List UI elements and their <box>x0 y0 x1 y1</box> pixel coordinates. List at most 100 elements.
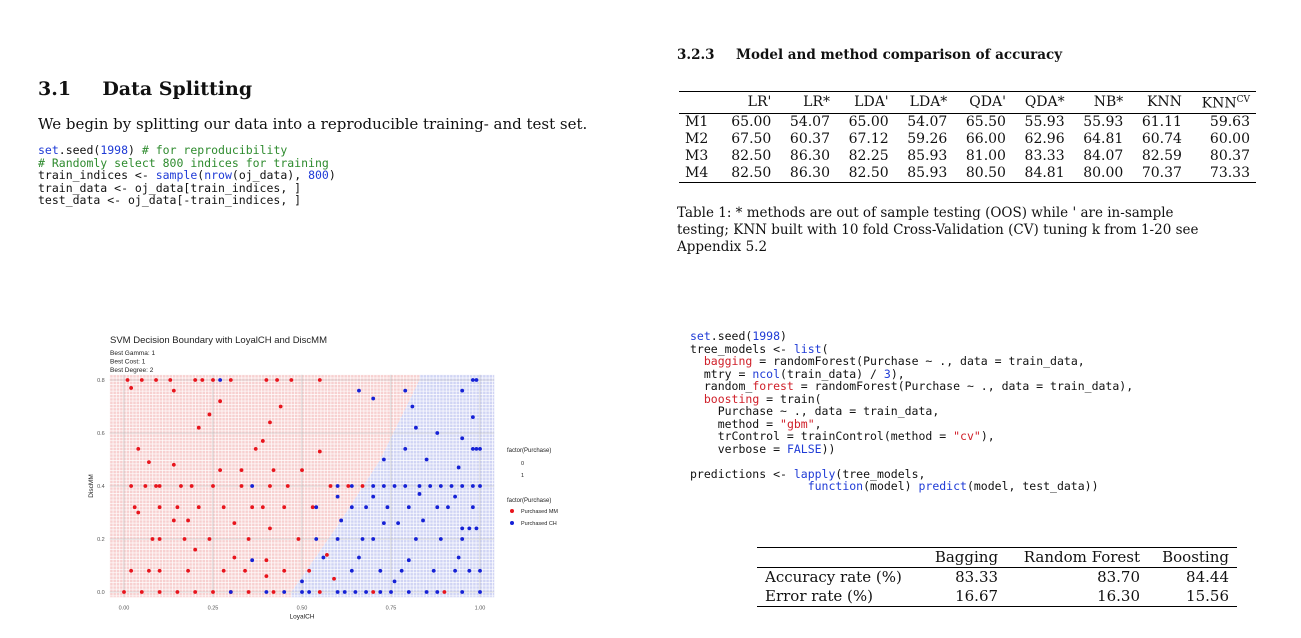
table-header-cell: NB* <box>1093 93 1124 110</box>
point-purchased-mm <box>275 378 279 382</box>
point-purchased-mm <box>189 484 194 488</box>
y-tick-label: 0.0 <box>97 590 105 596</box>
point-purchased-ch <box>446 505 450 510</box>
point-purchased-mm <box>129 484 134 488</box>
table-header-cell: Boosting <box>1162 548 1229 566</box>
point-purchased-mm <box>157 537 162 541</box>
point-purchased-mm <box>171 518 176 523</box>
point-purchased-mm <box>129 386 134 390</box>
code-line: trControl = trainControl(method = "cv"), <box>690 429 995 443</box>
table-caption: Table 1: * methods are out of sample tes… <box>677 205 1267 256</box>
x-tick-label: 0.00 <box>119 605 130 611</box>
point-purchased-mm <box>186 568 190 573</box>
point-purchased-mm <box>175 590 180 594</box>
chart-svg: SVM Decision Boundary with LoyalCH and D… <box>88 335 558 620</box>
table-cell: 55.93 <box>1083 113 1124 130</box>
intro-paragraph: We begin by splitting our data into a re… <box>38 115 588 133</box>
point-purchased-ch <box>392 484 397 488</box>
point-purchased-ch <box>467 526 472 531</box>
x-tick-label: 0.50 <box>297 605 308 611</box>
point-purchased-mm <box>193 590 198 594</box>
table-row: M4 82.50 86.30 82.50 85.93 80.50 84.81 80.00 70.… <box>679 165 1256 182</box>
table-cell: 54.07 <box>789 113 830 130</box>
point-purchased-mm <box>136 510 141 515</box>
point-purchased-ch <box>453 494 457 499</box>
table-cell: 67.12 <box>848 130 889 147</box>
point-purchased-mm <box>260 505 265 510</box>
point-purchased-mm <box>253 447 258 451</box>
table-cell: 82.50 <box>731 147 772 164</box>
point-purchased-mm <box>136 447 141 451</box>
point-purchased-mm <box>125 378 130 382</box>
point-purchased-mm <box>296 537 301 541</box>
point-purchased-ch <box>335 590 340 594</box>
point-purchased-ch <box>218 378 223 382</box>
point-purchased-ch <box>371 484 376 488</box>
table-cell: 60.00 <box>1209 130 1250 147</box>
legend-point-title: factor(Purchase) <box>507 498 551 504</box>
table-header-cell: KNN <box>1146 93 1182 110</box>
point-purchased-ch <box>403 388 408 393</box>
point-purchased-mm <box>325 553 329 557</box>
table-cell: 84.07 <box>1083 147 1124 164</box>
point-purchased-ch <box>307 590 312 594</box>
point-purchased-ch <box>300 590 304 594</box>
table-cell: 81.00 <box>965 147 1006 164</box>
svm-chart: SVM Decision Boundary with LoyalCH and D… <box>80 330 590 625</box>
point-purchased-ch <box>456 465 461 470</box>
table-cell: M3 <box>685 147 709 164</box>
point-purchased-ch <box>300 579 304 584</box>
accuracy-table: LR' LR* LDA' LDA* QDA' QDA* NB* KNN KNNCV M1 65.00… <box>679 91 1256 183</box>
table-cell: 80.37 <box>1209 147 1250 164</box>
code-line: set.seed(1998) <box>690 329 787 343</box>
point-purchased-ch <box>349 568 354 573</box>
point-purchased-ch <box>435 590 440 594</box>
table-cell: 65.50 <box>965 113 1006 130</box>
chart-subtitle: Best Cost: 1 <box>110 359 146 366</box>
point-purchased-mm <box>239 468 244 472</box>
point-purchased-mm <box>285 484 290 488</box>
point-purchased-mm <box>264 378 269 382</box>
code-line: predictions <- lapply(tree_models, <box>690 466 926 481</box>
y-tick-label: 0.6 <box>97 431 105 437</box>
table-cell: 70.37 <box>1141 164 1182 181</box>
point-purchased-mm <box>221 505 226 510</box>
point-purchased-ch <box>264 590 269 594</box>
point-purchased-ch <box>421 518 425 523</box>
point-purchased-mm <box>289 378 294 382</box>
table-cell: 16.30 <box>1097 587 1141 605</box>
table-row: Error rate (%) 16.67 16.30 15.56 <box>757 587 1237 606</box>
table-cell: 83.33 <box>955 568 999 586</box>
table-header-row: Bagging Random Forest Boosting <box>757 548 1237 568</box>
point-purchased-ch <box>381 521 386 525</box>
section-heading: 3.1 Data Splitting <box>38 78 252 100</box>
point-purchased-mm <box>196 505 201 510</box>
point-purchased-ch <box>406 590 411 594</box>
point-purchased-ch <box>353 590 358 594</box>
point-purchased-mm <box>139 378 144 382</box>
legend-point-item: Purchased CH <box>521 521 557 527</box>
point-purchased-mm <box>193 378 198 382</box>
point-purchased-mm <box>260 439 265 443</box>
point-purchased-ch <box>360 537 365 541</box>
legend-ch-marker <box>510 521 514 525</box>
point-purchased-mm <box>243 568 247 573</box>
point-purchased-ch <box>417 484 422 488</box>
point-purchased-ch <box>474 378 479 382</box>
table-header-cell: LDA* <box>909 93 948 110</box>
point-purchased-ch <box>453 568 457 573</box>
table-header-cell: Random Forest <box>1023 548 1141 566</box>
code-line: mtry = ncol(train_data) / 3), <box>690 366 905 381</box>
point-purchased-ch <box>470 447 475 451</box>
code-line: train_indices <- sample(nrow(oj_data), 8… <box>38 168 336 182</box>
point-purchased-mm <box>246 537 251 541</box>
point-purchased-mm <box>147 460 151 465</box>
point-purchased-ch <box>474 447 479 451</box>
legend-point-item: Purchased MM <box>521 509 558 515</box>
table-header-cell: KNNCV <box>1201 95 1250 112</box>
table-cell: 82.50 <box>848 164 889 181</box>
point-purchased-ch <box>478 447 482 451</box>
subsection-heading: 3.2.3 Model and method comparison of acc… <box>677 47 1062 63</box>
table-cell: Error rate (%) <box>765 587 874 605</box>
point-purchased-mm <box>157 590 162 594</box>
